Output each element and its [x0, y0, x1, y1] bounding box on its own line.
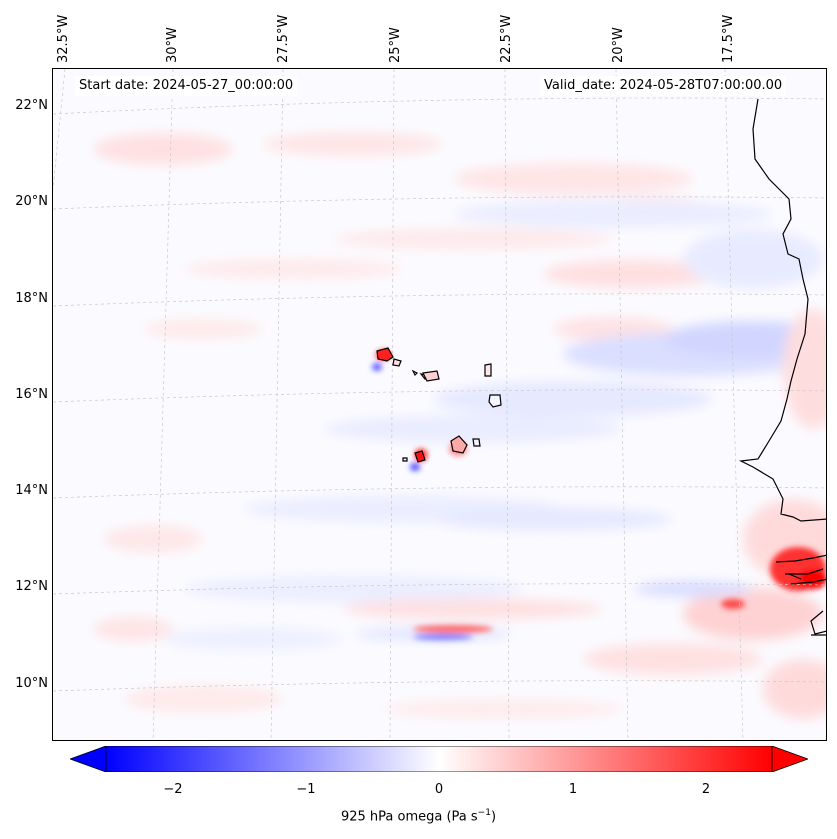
valid-date-label: Valid_date: 2024-05-28T07:00:00.00 [540, 76, 787, 96]
coastline [738, 98, 826, 636]
lat-tick-label: 20°N [15, 194, 48, 209]
omega-field-map [53, 69, 826, 740]
graticule [53, 69, 826, 740]
islands [376, 347, 502, 463]
lat-tick-label: 12°N [15, 579, 48, 594]
lat-tick-label: 14°N [15, 483, 48, 498]
colorbar-tick-label: 1 [568, 782, 578, 797]
colorbar-gradient [105, 745, 773, 773]
colorbar-tick-label: −1 [296, 782, 316, 797]
lon-tick-label: 32.5°W [56, 14, 71, 63]
colorbar-tick-label: 2 [701, 782, 711, 797]
colorbar-title: 925 hPa omega (Pa s−1) [340, 808, 497, 825]
lon-tick-label: 30°W [165, 27, 180, 63]
lat-tick-label: 16°N [15, 387, 48, 402]
colorbar-extend-high [771, 745, 810, 773]
lat-tick-label: 22°N [15, 98, 48, 113]
lon-tick-label: 20°W [611, 27, 626, 63]
colorbar-extend-low [68, 745, 107, 773]
colorbar-tick-label: 0 [434, 782, 444, 797]
lon-tick-label: 17.5°W [721, 14, 736, 63]
start-date-label: Start date: 2024-05-27_00:00:00 [75, 76, 298, 96]
lon-tick-label: 22.5°W [499, 14, 514, 63]
map-panel[interactable] [52, 68, 827, 741]
lon-tick-label: 25°W [388, 27, 403, 63]
omega-anomaly-field [93, 132, 826, 719]
lat-tick-label: 10°N [15, 676, 48, 691]
lat-tick-label: 18°N [15, 291, 48, 306]
colorbar [68, 745, 810, 773]
colorbar-tick-label: −2 [163, 782, 183, 797]
lon-tick-label: 27.5°W [276, 14, 291, 63]
